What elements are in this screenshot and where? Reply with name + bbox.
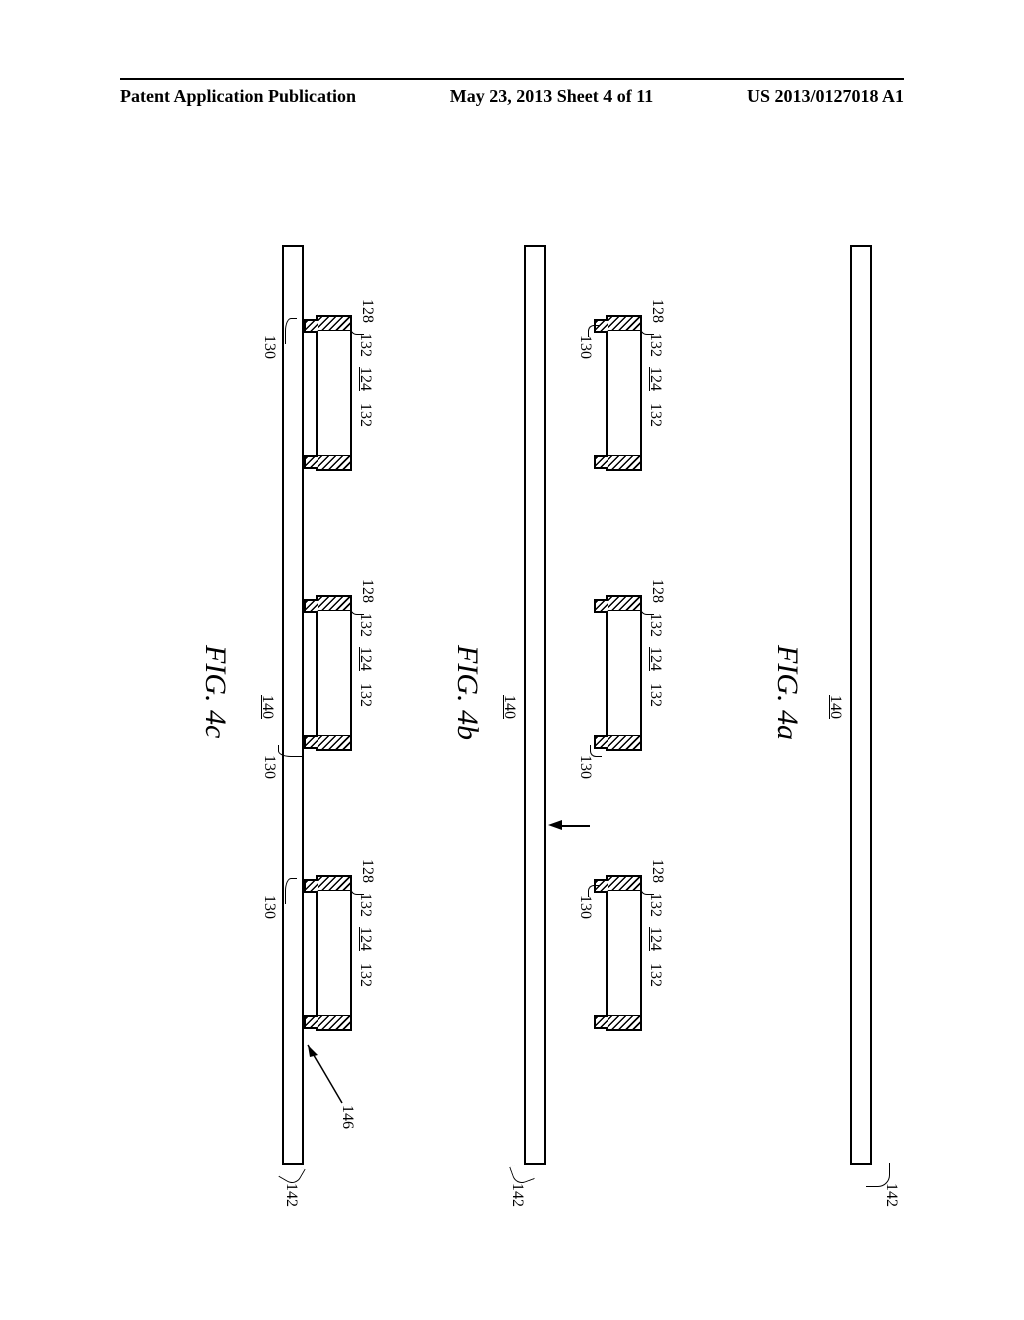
carrier-strip xyxy=(850,245,872,1165)
ref-132: 132 xyxy=(356,613,374,637)
motion-arrow-line xyxy=(560,825,590,827)
ref-130: 130 xyxy=(576,895,594,919)
bump-left xyxy=(304,319,318,333)
ref-142: 142 xyxy=(508,1183,526,1207)
ref-140: 140 xyxy=(258,695,276,719)
ref-132: 132 xyxy=(646,613,664,637)
leader-130 xyxy=(590,745,602,757)
ref-128: 128 xyxy=(358,859,376,883)
ref-132: 132 xyxy=(356,893,374,917)
chip-1 xyxy=(606,315,642,471)
leader-146-arrow xyxy=(302,1035,346,1105)
ref-132: 132 xyxy=(646,893,664,917)
ref-130: 130 xyxy=(260,335,278,359)
ref-132: 132 xyxy=(646,963,664,987)
ref-124: 124 xyxy=(646,367,664,391)
chip-3 xyxy=(606,875,642,1031)
fig-label-4a: FIG. 4a xyxy=(770,645,804,740)
header-rule xyxy=(120,78,904,80)
bump-right xyxy=(304,735,318,749)
ref-128: 128 xyxy=(648,299,666,323)
hatch-icon xyxy=(318,597,350,611)
ref-132: 132 xyxy=(646,333,664,357)
hatch-icon xyxy=(608,597,640,611)
ref-124: 124 xyxy=(356,367,374,391)
motion-arrow-icon xyxy=(548,820,562,830)
ref-132: 132 xyxy=(356,683,374,707)
leader-130 xyxy=(278,745,304,757)
hatch-icon xyxy=(318,877,350,891)
hatch-icon xyxy=(608,877,640,891)
leader-130 xyxy=(588,325,600,337)
hatch-icon xyxy=(608,1015,640,1029)
ref-124: 124 xyxy=(356,647,374,671)
ref-128: 128 xyxy=(358,579,376,603)
ref-130: 130 xyxy=(260,755,278,779)
page-header: Patent Application Publication May 23, 2… xyxy=(0,78,1024,107)
hatch-icon xyxy=(608,317,640,331)
header-center: May 23, 2013 Sheet 4 of 11 xyxy=(450,86,653,107)
hatch-icon xyxy=(318,317,350,331)
fig-label-4c: FIG. 4c xyxy=(198,645,232,738)
chip-2 xyxy=(606,595,642,751)
header-left: Patent Application Publication xyxy=(120,86,356,107)
ref-132: 132 xyxy=(356,403,374,427)
chip-2 xyxy=(316,595,352,751)
fig-label-4b: FIG. 4b xyxy=(450,645,484,740)
ref-140: 140 xyxy=(826,695,844,719)
ref-124: 124 xyxy=(646,927,664,951)
header-text-row: Patent Application Publication May 23, 2… xyxy=(120,86,904,107)
bump-right xyxy=(594,455,608,469)
ref-130: 130 xyxy=(576,755,594,779)
chip-1 xyxy=(316,315,352,471)
ref-132: 132 xyxy=(646,683,664,707)
hatch-icon xyxy=(318,735,350,749)
hatch-icon xyxy=(318,455,350,469)
rotated-figure-group: 140 142 FIG. 4a xyxy=(152,205,872,1205)
ref-142: 142 xyxy=(282,1183,300,1207)
ref-132: 132 xyxy=(646,403,664,427)
carrier-strip xyxy=(282,245,304,1165)
carrier-strip xyxy=(524,245,546,1165)
ref-128: 128 xyxy=(648,859,666,883)
ref-128: 128 xyxy=(358,299,376,323)
bump-left xyxy=(594,599,608,613)
ref-132: 132 xyxy=(356,963,374,987)
hatch-icon xyxy=(318,1015,350,1029)
ref-146: 146 xyxy=(338,1105,356,1129)
bump-right xyxy=(304,1015,318,1029)
ref-142: 142 xyxy=(882,1183,900,1207)
hatch-icon xyxy=(608,455,640,469)
ref-132: 132 xyxy=(356,333,374,357)
header-right: US 2013/0127018 A1 xyxy=(747,86,904,107)
bump-left xyxy=(304,599,318,613)
figure-area: 140 142 FIG. 4a xyxy=(120,180,904,1230)
chip-3 xyxy=(316,875,352,1031)
bump-right xyxy=(304,455,318,469)
ref-124: 124 xyxy=(356,927,374,951)
ref-130: 130 xyxy=(260,895,278,919)
hatch-icon xyxy=(608,735,640,749)
ref-128: 128 xyxy=(648,579,666,603)
bump-left xyxy=(304,879,318,893)
bump-right xyxy=(594,1015,608,1029)
ref-140: 140 xyxy=(500,695,518,719)
leader-130 xyxy=(285,878,297,904)
ref-130: 130 xyxy=(576,335,594,359)
leader-130 xyxy=(285,318,297,344)
ref-124: 124 xyxy=(646,647,664,671)
leader-130 xyxy=(588,885,600,897)
